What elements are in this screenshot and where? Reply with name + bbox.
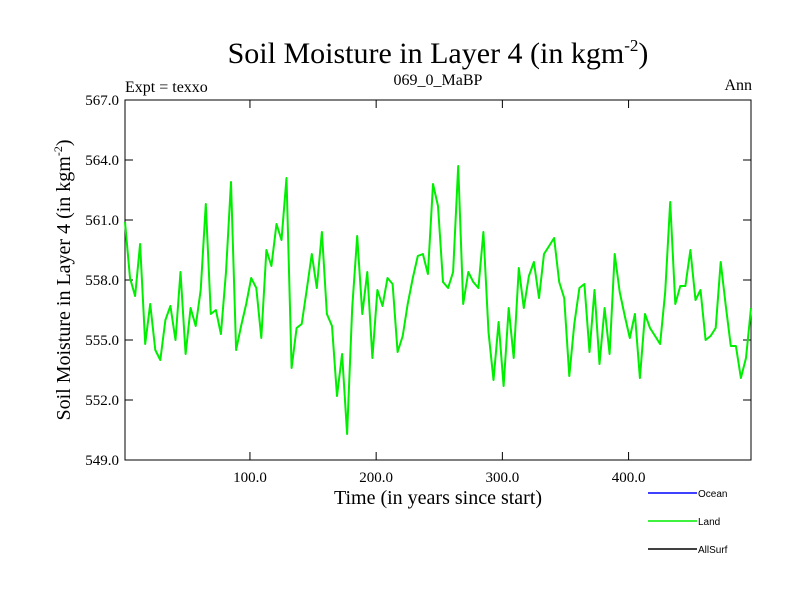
y-axis-label-main: Soil Moisture in Layer 4 (in kgm [53,156,75,421]
y-axis-label: Soil Moisture in Layer 4 (in kgm-2) [51,139,75,420]
x-tick-label: 200.0 [359,470,393,486]
y-tick-label: 549.0 [85,453,119,469]
y-tick-label: 564.0 [85,153,119,169]
x-tick-label: 400.0 [612,470,646,486]
y-axis: 549.0 552.0 555.0 558.0 561.0 564.0 567.0 [85,93,751,469]
y-axis-label-superscript: -2 [51,146,65,156]
y-tick-label: 561.0 [85,213,119,229]
y-tick-label: 552.0 [85,393,119,409]
legend-label-ocean: Ocean [698,489,727,500]
legend: Ocean Land AllSurf [648,489,728,556]
period-label: Ann [724,77,752,94]
x-axis-label: Time (in years since start) [334,487,542,509]
x-tick-label: 300.0 [485,470,519,486]
series-group [124,165,752,435]
chart-title-close: ) [638,37,648,70]
plot-area [124,99,752,461]
y-axis-label-close: ) [53,139,75,146]
experiment-label: Expt = texxo [125,79,208,96]
series-line-land [124,165,752,435]
chart-title-superscript: -2 [624,36,638,55]
legend-label-land: Land [698,517,720,528]
y-tick-label: 558.0 [85,273,119,289]
chart-title-main: Soil Moisture in Layer 4 (in kgm [228,37,625,70]
y-tick-label: 555.0 [85,333,119,349]
x-axis: 100.0 200.0 300.0 400.0 [233,100,645,486]
y-tick-label: 567.0 [85,93,119,109]
x-tick-label: 100.0 [233,470,267,486]
chart-title: Soil Moisture in Layer 4 (in kgm-2) [228,36,649,70]
run-id-label: 069_0_MaBP [394,72,483,89]
legend-label-allsurf: AllSurf [698,545,728,556]
